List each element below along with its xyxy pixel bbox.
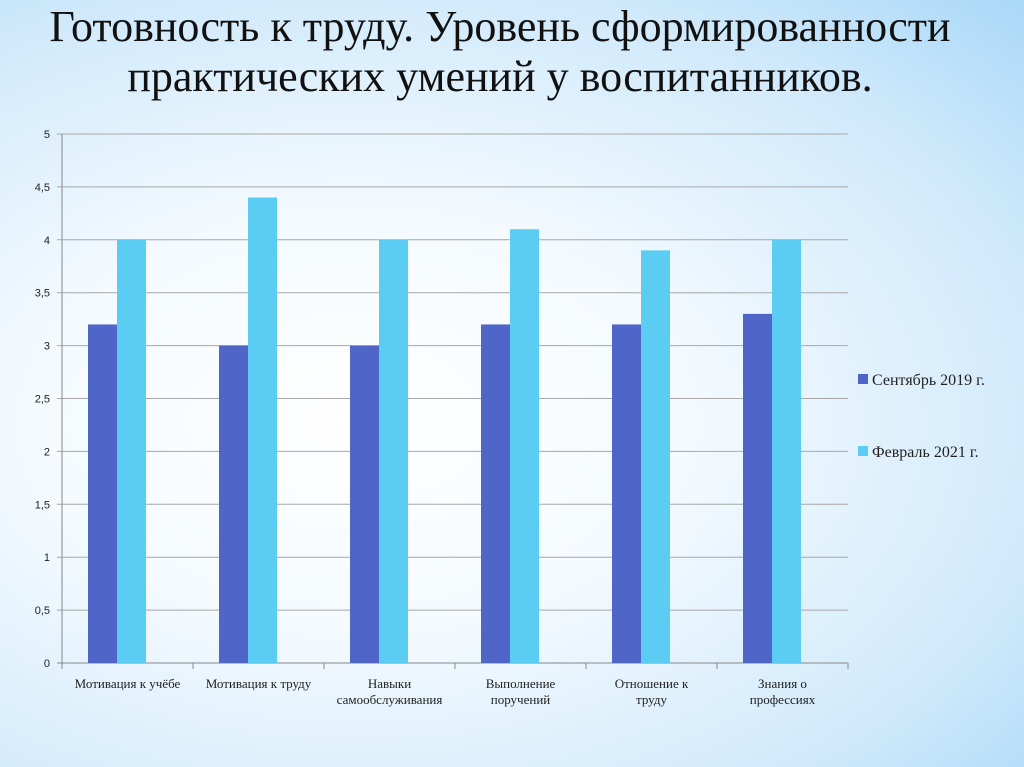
- x-tick-label-line: Навыки: [368, 676, 411, 691]
- y-tick-label: 4: [44, 235, 50, 247]
- title-line-2: практических умений у воспитанников.: [127, 52, 873, 101]
- x-tick-label-line: поручений: [491, 692, 551, 707]
- bar: [219, 345, 248, 663]
- bar: [510, 229, 539, 663]
- x-tick-label: Знания о профессиях: [750, 676, 816, 707]
- y-tick-label: 5: [44, 129, 50, 141]
- x-tick-label-line: труду: [636, 692, 667, 707]
- bar: [248, 197, 277, 664]
- y-tick-label: 3: [44, 341, 50, 353]
- bar: [350, 345, 379, 663]
- x-tick-label: Отношение к труду: [615, 676, 689, 707]
- bar: [743, 313, 772, 663]
- legend-swatch: [858, 446, 868, 456]
- x-tick-label: Мотивация к учёбе: [75, 676, 181, 691]
- bar: [481, 324, 510, 663]
- y-tick-label: 4,5: [35, 182, 50, 194]
- x-tick-label: Мотивация к труду: [206, 676, 312, 691]
- y-tick-label: 0,5: [35, 605, 50, 617]
- bar: [641, 250, 670, 663]
- x-tick-label: Выполнение поручений: [486, 676, 556, 707]
- x-tick-label-line: Выполнение: [486, 676, 556, 691]
- x-tick-label-line: Отношение к: [615, 676, 689, 691]
- x-tick-label: Навыки самообслуживания: [337, 676, 443, 707]
- bar: [117, 239, 146, 664]
- y-tick-label: 1,5: [35, 499, 50, 511]
- x-tick-label-line: профессиях: [750, 692, 816, 707]
- y-tick-label: 1: [44, 552, 50, 564]
- bar: [88, 324, 117, 663]
- bar: [379, 239, 408, 664]
- y-tick-label: 0: [44, 658, 50, 670]
- chart-title: Готовность к труду. Уровень сформированн…: [0, 2, 1000, 102]
- legend-label: Сентябрь 2019 г.: [872, 372, 985, 389]
- x-tick-label-line: самообслуживания: [337, 692, 443, 707]
- bar: [772, 239, 801, 664]
- y-tick-label: 2: [44, 446, 50, 458]
- x-tick-label-line: Знания о: [758, 676, 807, 691]
- x-tick-label-line: Мотивация к учёбе: [75, 676, 181, 691]
- y-tick-label: 3,5: [35, 288, 50, 300]
- bar: [612, 324, 641, 663]
- legend-label: Февраль 2021 г.: [872, 444, 979, 461]
- legend-swatch: [858, 374, 868, 384]
- x-tick-label-line: Мотивация к труду: [206, 676, 312, 691]
- title-line-1: Готовность к труду. Уровень сформированн…: [49, 2, 951, 51]
- y-tick-label: 2,5: [35, 394, 50, 406]
